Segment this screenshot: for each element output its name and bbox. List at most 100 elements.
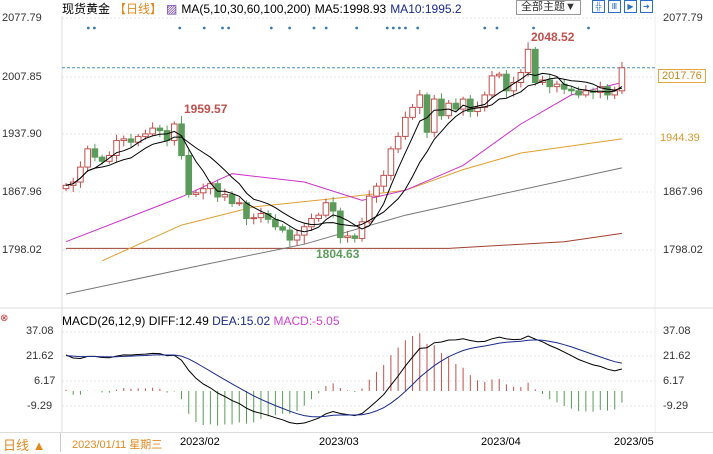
theme-dropdown[interactable]: 全部主题▼ — [516, 0, 581, 15]
exit-icon[interactable]: ➜ — [639, 0, 653, 13]
candle-up — [199, 188, 207, 194]
dea-line — [65, 339, 622, 418]
month-label: 2023/04 — [481, 436, 521, 448]
footer-bar: 日线 ▲ 2023/01/11 星期三 2023/02 2023/03 2023… — [0, 432, 713, 453]
event-dot — [404, 26, 407, 30]
candle-down — [279, 226, 286, 231]
candle-up — [618, 67, 626, 92]
candle-down — [272, 218, 279, 228]
event-dot — [227, 26, 231, 30]
divider — [60, 433, 61, 452]
month-label: 2023/03 — [319, 436, 359, 448]
candle-up — [221, 193, 229, 198]
event-dot — [288, 26, 291, 30]
period-label: 【日线】 — [114, 2, 163, 16]
candle-down — [575, 90, 582, 96]
candle-down — [351, 235, 359, 239]
candle-down — [163, 130, 171, 142]
price-tick: 1937.90 — [2, 128, 42, 140]
candle-up — [553, 83, 561, 88]
ma-icon[interactable]: ▨ — [166, 2, 178, 16]
event-dot — [483, 26, 487, 30]
macd-tick: 37.08 — [26, 325, 54, 337]
event-dot — [391, 26, 395, 30]
candle-up — [308, 218, 315, 228]
macd-tick-right: 21.62 — [663, 350, 691, 362]
candle-up — [293, 234, 301, 241]
price-tick: 2007.85 — [2, 71, 42, 83]
columns-icon[interactable]: Ⅲ — [607, 0, 621, 13]
symbol-name: 现货黄金 — [62, 2, 111, 16]
event-dot — [312, 26, 316, 30]
panel-close-icon[interactable]: ⊗ — [0, 313, 9, 324]
ma5-value: MA5:1998.93 — [314, 2, 387, 16]
macd-tick-right: -9.29 — [663, 400, 689, 412]
candle-up — [365, 195, 373, 223]
event-dot — [532, 26, 535, 30]
price-tick: 1867.96 — [2, 186, 42, 198]
candle-down — [91, 148, 99, 158]
ma200-line — [66, 232, 622, 249]
ma100-line — [65, 167, 623, 295]
price-tick-right: 1867.96 — [663, 186, 703, 198]
event-dot — [355, 26, 359, 30]
current-price-label: 2017.76 — [658, 69, 706, 83]
macd-tick-right: 6.17 — [663, 375, 685, 387]
ma30-line — [65, 82, 623, 243]
macd-tick-right: 37.08 — [663, 325, 691, 337]
period-button[interactable]: 日线 ▲ — [3, 438, 46, 453]
macd-tick: 21.62 — [26, 350, 54, 362]
candle-up — [380, 174, 387, 187]
candle-up — [235, 202, 243, 205]
event-dot — [416, 26, 420, 30]
event-dot — [221, 26, 224, 30]
month-label: 2023/05 — [614, 436, 654, 448]
candle-up — [459, 98, 467, 110]
event-dot — [398, 26, 401, 30]
ma60-price-label: 1944.39 — [660, 132, 700, 144]
candle-down — [98, 156, 106, 162]
candle-up — [257, 213, 265, 219]
candle-up — [120, 138, 128, 142]
play-icon[interactable]: ▶ — [623, 0, 637, 13]
candle-up — [582, 90, 590, 96]
macd-title: MACD(26,12,9) — [62, 314, 146, 328]
toolbar: 全部主题▼ ╬ Ⅲ ▶ ➜ — [516, 0, 653, 15]
candle-down — [467, 98, 474, 113]
candle-down — [329, 202, 337, 212]
candle-up — [149, 127, 156, 135]
ma5-line — [65, 72, 623, 233]
candle-up — [315, 214, 322, 220]
candle-up — [358, 221, 366, 239]
price-tick-right: 1798.02 — [663, 244, 703, 256]
candle-down — [452, 102, 460, 110]
diff-line — [65, 335, 623, 425]
grid-icon[interactable]: ╬ — [591, 0, 605, 13]
candle-down — [546, 79, 554, 88]
candle-up — [387, 148, 395, 176]
price-tick-right: 2077.79 — [663, 12, 703, 24]
candle-up — [416, 94, 424, 108]
candle-up — [402, 116, 409, 137]
chart-header: 现货黄金 【日线】 ▨ MA(5,10,30,60,100,200) MA5:1998.… — [62, 0, 466, 16]
candle-up — [524, 48, 532, 74]
candle-up — [510, 82, 517, 92]
macd-tick: -9.29 — [27, 400, 53, 412]
event-dot — [86, 26, 90, 30]
candle-up — [481, 94, 489, 108]
candle-down — [438, 98, 445, 117]
candle-down — [214, 183, 221, 198]
candle-up — [474, 106, 481, 113]
candle-up — [344, 235, 351, 239]
event-dot — [202, 26, 206, 30]
candle-down — [604, 86, 611, 96]
candle-up — [322, 202, 330, 216]
candle-down — [286, 229, 294, 241]
ma10-value: MA10:1995.2 — [390, 2, 462, 16]
price-tick: 2077.79 — [2, 12, 42, 24]
candle-up — [394, 135, 402, 150]
event-dot — [269, 26, 273, 30]
ma-params: MA(5,10,30,60,100,200) — [181, 2, 311, 16]
candle-up — [430, 98, 438, 133]
